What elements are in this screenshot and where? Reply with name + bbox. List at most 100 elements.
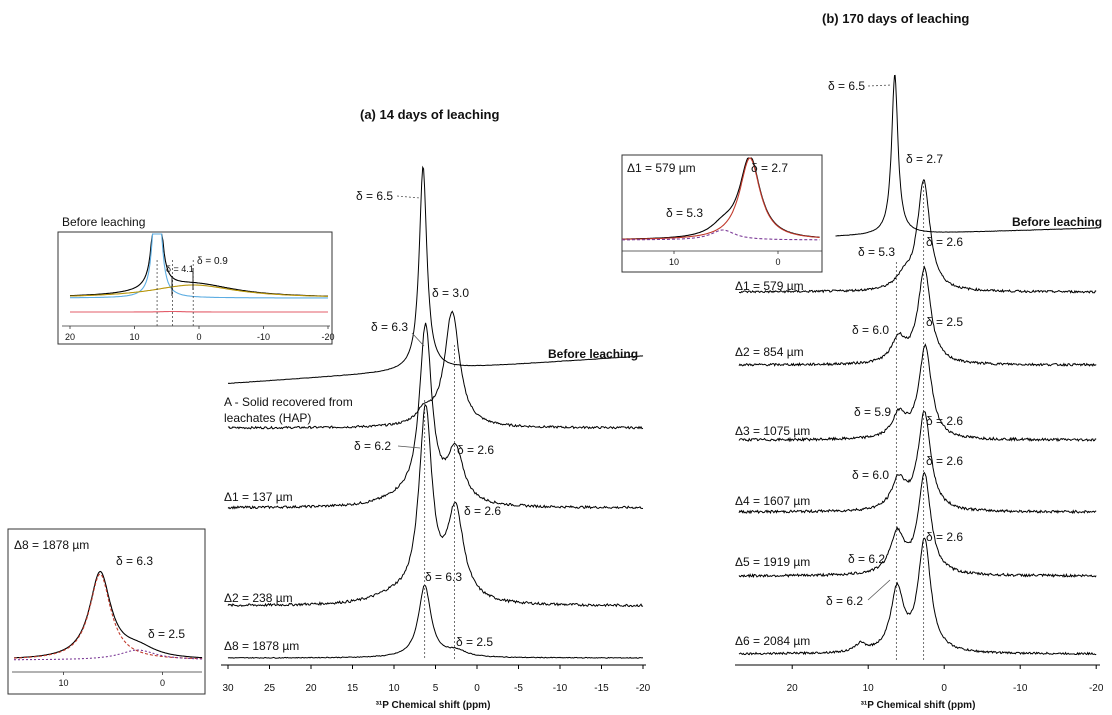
a-trace-before (227, 165, 644, 384)
b-trace-d6 (738, 537, 1097, 656)
inset-b-d1-peak-5-3: δ = 5.3 (666, 206, 703, 220)
b-peak-d5-2-6: δ = 2.6 (926, 454, 963, 468)
panel-a-traces (227, 165, 644, 659)
inset-a-before-tick-label: -10 (257, 332, 270, 342)
a-peak-d8-6-3: δ = 6.3 (425, 570, 462, 584)
inset-b-d1-plot (622, 157, 820, 241)
inset-a-before-tick-label: -20 (321, 332, 334, 342)
a-peak-leader (397, 445, 421, 449)
inset-b-d1-frame (621, 154, 823, 273)
a-label-d8: Δ8 = 1878 µm (224, 639, 299, 653)
b-peak-d3-2-5: δ = 2.5 (926, 315, 963, 329)
b-peak-d4-6-0: δ = 6.0 (852, 468, 889, 482)
a-tick-label: 15 (347, 683, 359, 694)
inset-a-before: Before leaching δ = 4.1 δ = 0.9 20 10 0 -10… (57, 215, 335, 345)
a-trace-d1 (227, 322, 644, 510)
b-label-d6: Δ6 = 2084 µm (735, 634, 810, 648)
b-tick-label: 10 (863, 683, 875, 694)
a-tick-label: 20 (305, 683, 317, 694)
panel-b: (b) 170 days of leaching Before leaching… (735, 11, 1104, 711)
a-tick-label: -10 (553, 683, 568, 694)
b-tick-label: 0 (941, 683, 947, 694)
b-x-axis-label: ³¹P Chemical shift (ppm) (861, 700, 976, 711)
b-peak-leader (867, 579, 891, 601)
b-trace-d2 (738, 265, 1097, 367)
a-peak-hap-6-3: δ = 6.3 (371, 320, 408, 334)
inset-b-d1-peak-2-7: δ = 2.7 (751, 161, 788, 175)
b-peak-d2-2-6: δ = 2.6 (926, 235, 963, 249)
a-peak-d2-2-6: δ = 2.6 (464, 504, 501, 518)
a-tick-label: -15 (594, 683, 609, 694)
a-label-before: Before leaching (548, 347, 638, 361)
inset-a-before-peak-4-1: δ = 4.1 (166, 264, 194, 274)
a-peak-leader (396, 195, 421, 199)
b-peak-d4-2-6: δ = 2.6 (926, 414, 963, 428)
inset-a-before-title: Before leaching (62, 215, 145, 229)
inset-a-before-diff (70, 310, 328, 313)
inset-a-d8-peak-6-3: δ = 6.3 (116, 554, 153, 568)
inset-a-before-tick-label: 10 (129, 332, 139, 342)
inset-a-d8-tick-label: 0 (160, 678, 165, 688)
b-peak-leader (867, 84, 893, 87)
inset-a-before-tick-label: 0 (196, 332, 201, 342)
a-peak-hap-3-0: δ = 3.0 (432, 286, 469, 300)
inset-b-d1-title: Δ1 = 579 µm (627, 161, 696, 175)
b-peak-d3-5-9: δ = 5.9 (854, 405, 891, 419)
panel-a-title: (a) 14 days of leaching (360, 107, 499, 122)
a-peak-leader (411, 332, 425, 347)
b-x-ticks: 20 10 0 -10 -20 (787, 665, 1104, 694)
inset-a-d8-fit-main (14, 573, 203, 660)
a-x-ticks: 30 25 20 15 10 5 0 -5 -10 -15 -20 (222, 665, 651, 694)
inset-a-before-peak-0-9: δ = 0.9 (197, 256, 228, 267)
a-tick-label: 5 (433, 683, 439, 694)
inset-b-d1-tick-label: 0 (775, 257, 780, 267)
a-label-hap-line2: leachates (HAP) (224, 411, 311, 425)
b-trace-d5 (738, 471, 1097, 579)
inset-a-d8-frame (7, 528, 206, 695)
b-peak-d1-2-7: δ = 2.7 (906, 152, 943, 166)
inset-b-d1: Δ1 = 579 µm δ = 2.7 δ = 5.3 10 0 (621, 154, 823, 273)
b-peak-before-6-5: δ = 6.5 (828, 79, 865, 93)
inset-a-before-plot (69, 233, 328, 326)
a-label-hap-line1: A - Solid recovered from (224, 395, 353, 409)
inset-a-d8-title: Δ8 = 1878 µm (14, 538, 89, 552)
b-label-d3: Δ3 = 1075 µm (735, 424, 810, 438)
inset-a-d8-peak-2-5: δ = 2.5 (148, 627, 185, 641)
a-trace-d8 (227, 584, 644, 659)
a-trace-d2 (227, 404, 644, 608)
b-trace-before (835, 74, 1097, 237)
b-peak-d1-5-3: δ = 5.3 (858, 245, 895, 259)
a-tick-label: 0 (474, 683, 480, 694)
b-tick-label: -20 (1089, 683, 1104, 694)
a-label-d2: Δ2 = 238 µm (224, 591, 293, 605)
inset-b-d1-ticks: 10 0 (669, 251, 781, 267)
inset-a-d8-plot (14, 570, 203, 661)
inset-a-before-tick-label: 20 (65, 332, 75, 342)
inset-a-d8-tick-label: 10 (58, 678, 68, 688)
b-label-d4: Δ4 = 1607 µm (735, 494, 810, 508)
a-tick-label: 10 (388, 683, 400, 694)
b-peak-d6-6-2: δ = 6.2 (826, 594, 863, 608)
a-tick-label: 25 (264, 683, 276, 694)
panel-a: (a) 14 days of leaching Before leaching … (221, 107, 651, 711)
a-tick-label: 30 (222, 683, 234, 694)
b-tick-label: -10 (1013, 683, 1028, 694)
a-peak-d1-6-2: δ = 6.2 (354, 439, 391, 453)
b-label-d1: Δ1 = 579 µm (735, 279, 804, 293)
inset-b-d1-tick-label: 10 (669, 257, 679, 267)
b-label-d2: Δ2 = 854 µm (735, 345, 804, 359)
b-trace-d4 (738, 410, 1097, 515)
b-peak-d6-2-6: δ = 2.6 (926, 530, 963, 544)
b-trace-d3 (738, 343, 1097, 443)
inset-a-before-ticks: 20 10 0 -10 -20 (65, 326, 335, 342)
b-label-before: Before leaching (1012, 215, 1102, 229)
b-peak-d5-6-2: δ = 6.2 (848, 552, 885, 566)
panel-b-title: (b) 170 days of leaching (822, 11, 969, 26)
b-tick-label: 20 (787, 683, 799, 694)
panel-a-guide-lines (424, 345, 455, 660)
a-label-d1: Δ1 = 137 µm (224, 490, 293, 504)
inset-a-before-fit-broad (69, 284, 328, 297)
a-trace-hap (227, 310, 644, 430)
a-tick-label: -5 (514, 683, 523, 694)
